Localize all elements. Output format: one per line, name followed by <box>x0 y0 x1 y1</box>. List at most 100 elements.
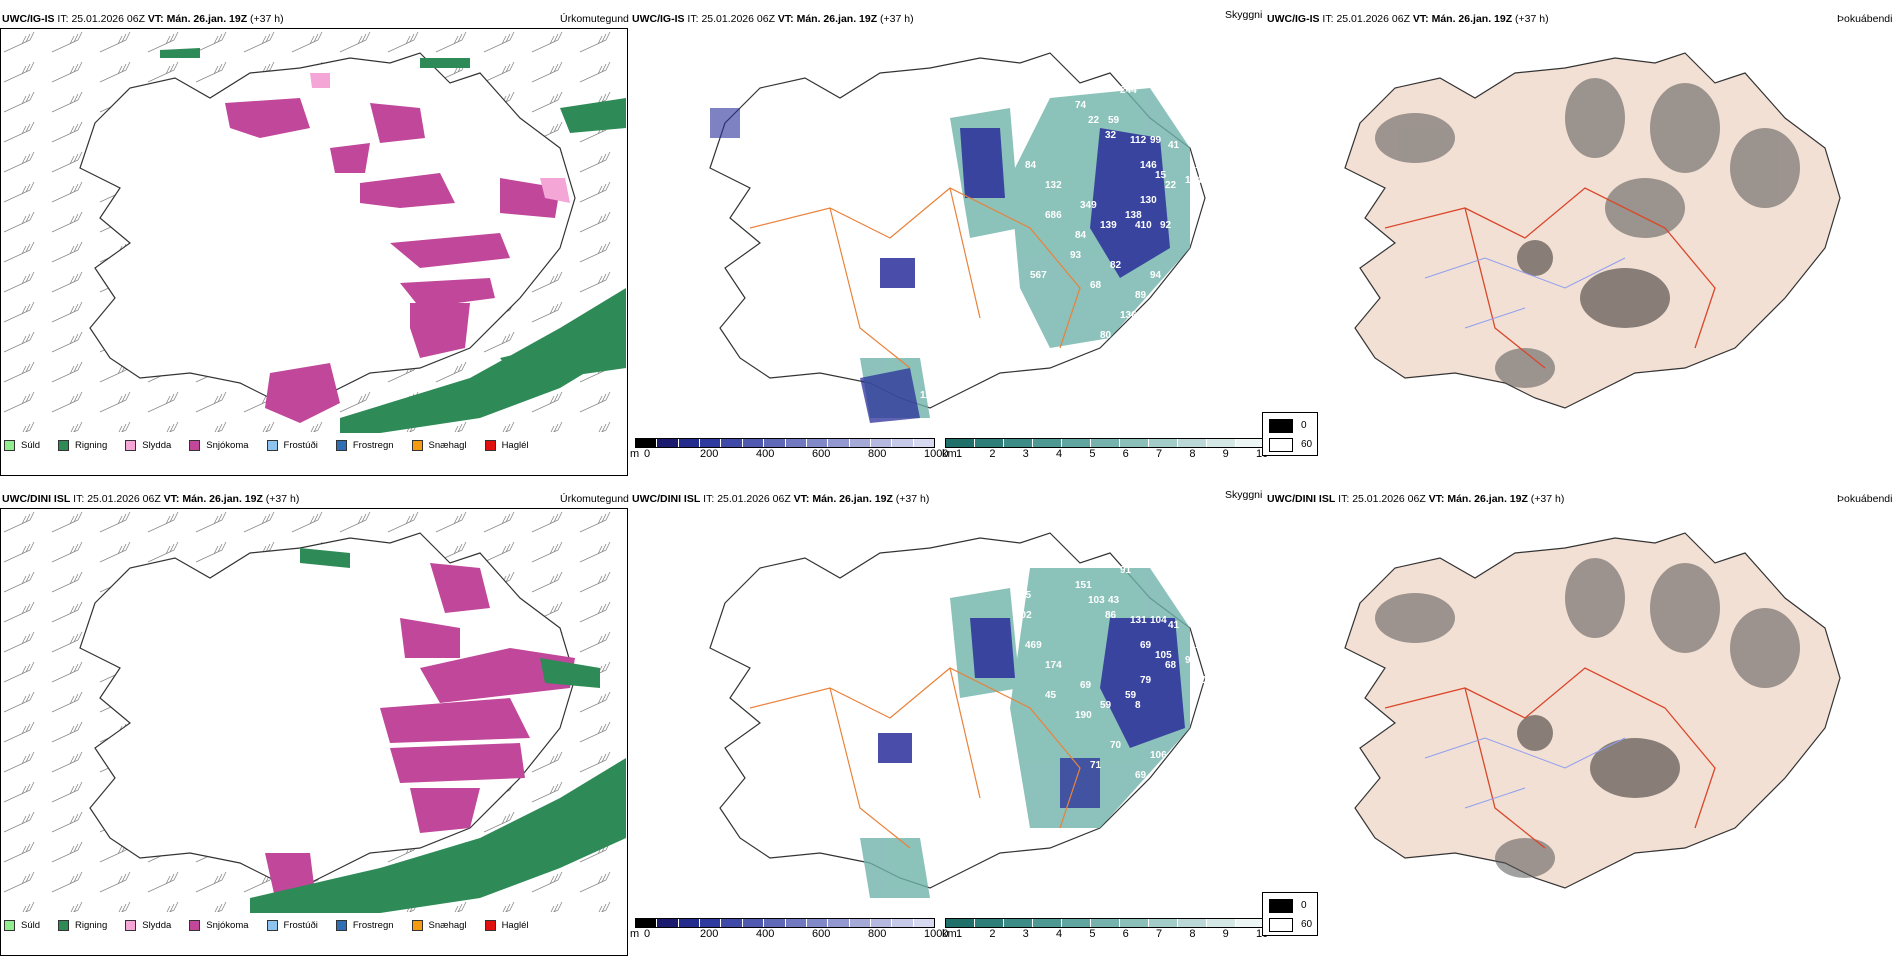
colorbar-tick: 1 <box>956 928 963 940</box>
colorbar-tick: 200 <box>700 448 719 460</box>
cloud-height-label: 102 <box>1015 610 1032 621</box>
rain-areas <box>160 48 626 433</box>
colorbar-segment <box>1033 439 1062 447</box>
legend-label: Haglél <box>501 439 529 451</box>
legend-swatch <box>125 919 137 931</box>
cloud-height-label: 136 <box>1120 310 1137 321</box>
cloud-height-label: 59 <box>1100 700 1112 711</box>
colorbar-segment <box>849 439 871 447</box>
colorbar-tick: 1000 <box>924 448 949 460</box>
legend-swatch <box>4 439 15 451</box>
legend-item: Frostúði <box>266 439 318 451</box>
snow-areas <box>225 98 560 423</box>
colorbar-tick: 2 <box>989 928 996 940</box>
cloud-height-label: 45 <box>1045 690 1057 701</box>
cloud-height-label: 104 <box>1150 615 1167 626</box>
precip-legend: Súld Rigning Slydda Snjókoma Frostúði Frostre… <box>4 914 529 936</box>
colorbar-segment <box>870 919 893 927</box>
cloud-height-label: 244 <box>1120 85 1137 96</box>
colorbar-segment <box>1062 919 1091 927</box>
colorbar-segment <box>678 919 701 927</box>
cloud-height-label: 80 <box>1100 330 1112 341</box>
legend-label: Súld <box>21 919 41 931</box>
cloud-height-label: 94 <box>1150 270 1162 281</box>
panel-header: UWC/DINI ISL IT: 25.01.2026 06Z VT: Mán.… <box>632 493 930 505</box>
colorbar-segment <box>946 439 975 447</box>
cloudbase-unit: m <box>630 928 640 940</box>
colorbar-segment <box>785 439 807 447</box>
panel-header: UWC/IG-IS IT: 25.01.2026 06Z VT: Mán. 26… <box>632 13 914 25</box>
cloudbase-colorbar <box>635 918 935 928</box>
precip-legend: Súld Rigning Slydda Snjókoma Frostúði Frostre… <box>4 434 529 456</box>
fog-title: Þokuábendi <box>1837 13 1893 25</box>
colorbar-segment <box>657 439 679 447</box>
legend-item: Súld <box>4 919 41 931</box>
precip-title: Úrkomutegund <box>560 13 629 25</box>
colorbar-tick: 7 <box>1156 928 1163 940</box>
legend-item: Súld <box>4 439 41 451</box>
cloud-height-label: 105 <box>1155 650 1172 661</box>
colorbar-segment <box>785 919 807 927</box>
legend-swatch <box>484 919 496 931</box>
cloud-areas <box>710 108 1170 423</box>
cloud-height-label: 113 <box>920 390 937 401</box>
colorbar-segment <box>1120 919 1149 927</box>
panel-header: UWC/IG-IS IT: 25.01.2026 06Z VT: Mán. 26… <box>2 13 284 25</box>
legend-label: Slydda <box>142 919 172 931</box>
cloud-height-label: 82 <box>1110 260 1122 271</box>
colorbar-tick: 800 <box>868 928 887 940</box>
legend-item: Rigning <box>58 439 107 451</box>
visibility-unit: km <box>942 448 957 460</box>
fog-key-swatch <box>1269 438 1293 452</box>
colorbar-segment <box>1236 919 1264 927</box>
colorbar-tick: 0 <box>644 928 651 940</box>
cloud-height-label: 93 <box>1070 250 1082 261</box>
colorbar-tick: 8 <box>1189 928 1196 940</box>
cloud-height-label: 91 <box>1120 565 1132 576</box>
visibility-title: Skyggni <box>1225 9 1263 21</box>
legend-item: Rigning <box>58 919 107 931</box>
colorbar-segment <box>636 919 658 927</box>
cloud-height-label: 686 <box>1045 210 1062 221</box>
cloud-height-label: 84 <box>1075 230 1087 241</box>
legend-label: Snjókoma <box>206 439 249 451</box>
cloud-height-label: 410 <box>1135 220 1152 231</box>
cloud-height-label: 95 <box>1020 590 1032 601</box>
colorbar-segment <box>828 919 850 927</box>
cloud-height-label: 469 <box>1025 640 1042 651</box>
colorbar-tick: 6 <box>1122 448 1129 460</box>
colorbar-segment <box>1207 919 1236 927</box>
cloud-height-label: 22 <box>1165 180 1177 191</box>
snow-areas <box>265 563 575 898</box>
cloud-height-label: 59 <box>1125 690 1137 701</box>
sleet-areas <box>310 73 570 203</box>
fog-panel-row1: UWC/IG-IS IT: 25.01.2026 06Z VT: Mán. 26… <box>1265 13 1895 478</box>
visibility-title: Skyggni <box>1225 489 1263 501</box>
cloud-height-label: 132 <box>1175 280 1192 291</box>
cloud-height-label: 15 <box>1155 170 1167 181</box>
visibility-unit: km <box>942 928 957 940</box>
colorbar-segment <box>764 439 786 447</box>
colorbar-tick: 4 <box>1056 928 1063 940</box>
legend-item: Haglél <box>484 439 529 451</box>
visibility-colorbar <box>945 918 1265 928</box>
legend-label: Súld <box>21 439 41 451</box>
colorbar-segment <box>742 919 765 927</box>
colorbar-tick: 8 <box>1189 448 1196 460</box>
cloud-height-label: 151 <box>1075 580 1092 591</box>
cloud-height-label: 92 <box>1160 220 1172 231</box>
colorbar-segment <box>1091 439 1120 447</box>
colorbar-segment <box>806 919 829 927</box>
cloud-height-label: 8 <box>1135 700 1141 711</box>
legend-swatch <box>484 439 496 451</box>
fog-map <box>1344 532 1841 889</box>
fog-key-swatch <box>1269 918 1293 932</box>
colorbar-tick: 800 <box>868 448 887 460</box>
colorbar-segment <box>721 439 743 447</box>
fog-panel-row2: UWC/DINI ISL IT: 25.01.2026 06Z VT: Mán.… <box>1265 493 1895 958</box>
legend-swatch <box>189 919 201 931</box>
colorbar-tick: 4 <box>1056 448 1063 460</box>
cloud-height-label: 70 <box>1110 740 1122 751</box>
